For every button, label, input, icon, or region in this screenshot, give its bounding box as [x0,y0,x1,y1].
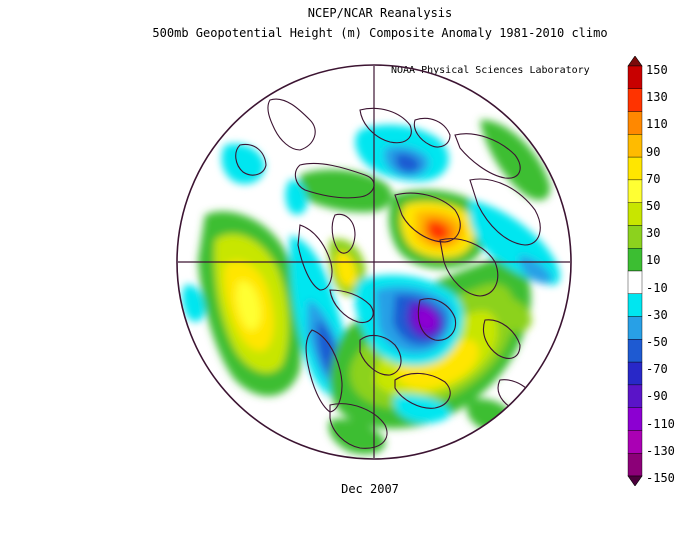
colorbar-segment [627,225,643,249]
colorbar-tick-label: -30 [646,307,668,322]
colorbar-tick-label: 50 [646,199,661,213]
colorbar-tick-label: 30 [646,226,661,241]
coastlines [235,98,541,449]
colorbar-tick-label: -130 [646,443,675,458]
colorbar-segment [627,293,643,317]
graticule [176,64,572,460]
colorbar-segment [627,430,643,454]
colorbar-segment [627,270,643,294]
colorbar-segment [627,88,643,112]
colorbar [627,56,643,486]
colorbar-tick-label: -110 [646,416,675,431]
colorbar-segment [627,65,643,89]
colorbar-segment [627,453,643,477]
colorbar-tick-label: -70 [646,362,668,377]
date-label: Dec 2007 [341,482,399,496]
title-line-1: NCEP/NCAR Reanalysis [307,6,453,20]
colorbar-segment [627,407,643,431]
colorbar-segment [627,202,643,226]
colorbar-segment [627,361,643,386]
colorbar-segment [627,156,643,181]
colorbar-tick-label: 90 [646,144,661,159]
colorbar-tick-label: -150 [646,471,675,485]
colorbar-tick-label: 10 [646,253,661,268]
colorbar-segment [627,384,643,408]
colorbar-tick-label: 70 [646,171,661,186]
colorbar-tick-label: -10 [646,280,668,295]
colorbar-tick-label: -50 [646,335,668,349]
title-line-2: 500mb Geopotential Height (m) Composite … [152,26,608,40]
colorbar-tick-label: 130 [646,90,668,105]
colorbar-segment [627,179,643,203]
colorbar-segment [627,111,643,135]
colorbar-arrow-top [627,56,643,67]
colorbar-segment [627,339,643,363]
colorbar-tick-label: -90 [646,389,668,404]
colorbar-segment [627,316,643,340]
credit-label: NOAA Physical Sciences Laboratory [391,65,590,76]
anomaly-field [182,119,560,455]
colorbar-arrow-bottom [627,475,643,486]
colorbar-tick-label: 150 [646,63,668,77]
colorbar-segment [627,134,643,158]
colorbar-segment [627,248,643,272]
colorbar-tick-label: 110 [646,117,668,132]
